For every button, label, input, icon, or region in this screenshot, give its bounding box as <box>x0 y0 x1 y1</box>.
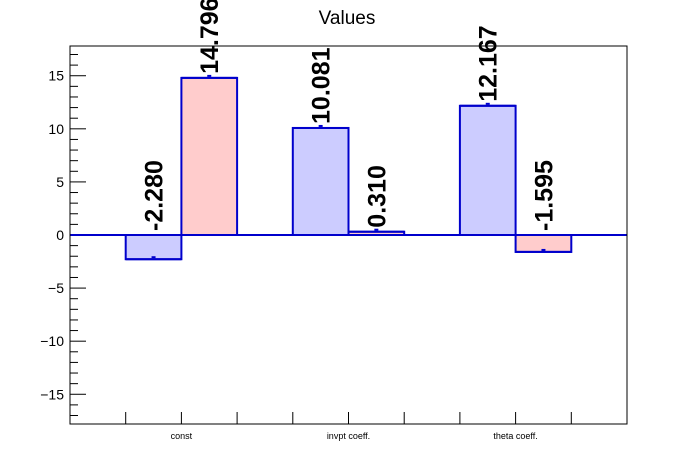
bars <box>124 74 573 261</box>
bar <box>458 104 517 236</box>
bar <box>180 76 239 236</box>
y-tick-label: 5 <box>56 174 64 190</box>
y-tick-label: −15 <box>40 386 64 402</box>
y-tick-label: 0 <box>56 227 64 243</box>
data-label: 12.167 <box>475 25 503 101</box>
y-axis: −15 −10 −5 0 5 10 15 <box>40 53 86 417</box>
x-category-label: const <box>171 431 193 441</box>
y-tick-label: −10 <box>40 333 64 349</box>
data-label: 0.310 <box>363 165 391 228</box>
chart-title: Values <box>319 8 376 29</box>
x-category-label: invpt coeff. <box>327 431 370 441</box>
y-tick-label: 10 <box>48 121 64 137</box>
data-labels: -2.280 14.796 10.081 0.310 12.167 -1.595 <box>141 0 559 231</box>
y-tick-label: −5 <box>48 280 64 296</box>
plot-frame <box>69 45 628 425</box>
bar <box>291 126 350 236</box>
data-label: -2.280 <box>141 160 169 231</box>
y-tick-label: 15 <box>48 68 64 84</box>
data-label: -1.595 <box>530 160 558 231</box>
x-category-label: theta coeff. <box>493 431 537 441</box>
data-label: 14.796 <box>196 0 224 74</box>
bar <box>124 234 183 261</box>
x-axis: const invpt coeff. theta coeff. <box>125 412 572 441</box>
data-label: 10.081 <box>308 47 336 124</box>
